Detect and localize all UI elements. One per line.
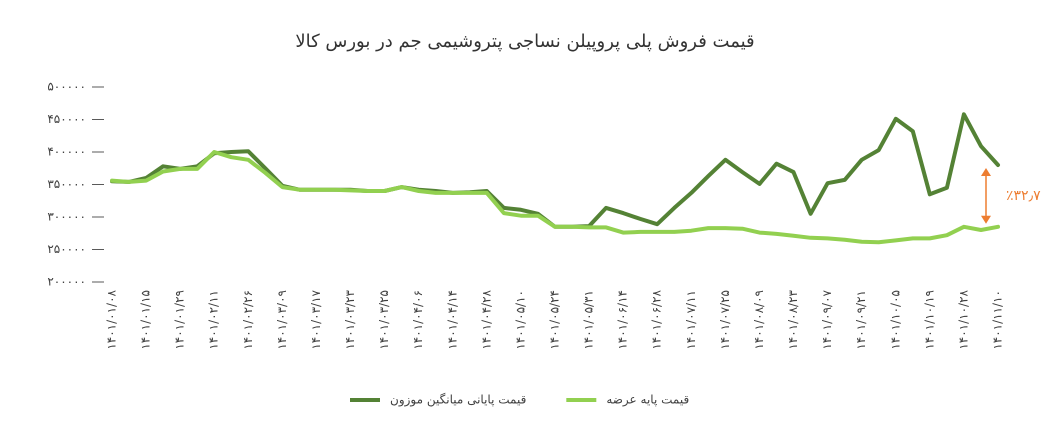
x-tick-label: ۱۴۰۱/۰۱/۰۸ [105, 289, 119, 349]
series-line [110, 112, 1000, 229]
x-tick-label: ۱۴۰۱/۱۱/۱۰ [991, 290, 1005, 350]
x-tick-label: ۱۴۰۱/۱۰/۰۵ [888, 290, 902, 350]
x-tick-label: ۱۴۰۱/۰۳/۲۳ [343, 289, 357, 349]
x-tick-label: ۱۴۰۱/۰۷/۲۵ [718, 290, 732, 350]
series-line [110, 150, 1000, 245]
chart-title: قیمت فروش پلی پروپیلن نساجی پتروشیمی جم … [295, 31, 754, 52]
x-tick-label: ۱۴۰۱/۰۷/۱۱ [684, 290, 698, 350]
x-tick-label: ۱۴۰۱/۰۴/۲۸ [479, 289, 493, 349]
x-tick-label: ۱۴۰۱/۰۹/۲۱ [854, 290, 868, 350]
x-tick-label: ۱۴۰۱/۰۲/۲۶ [241, 290, 255, 350]
y-tick-label: ۴۰۰۰۰۰ [47, 145, 86, 159]
arrow-head [981, 168, 991, 176]
y-tick-label: ۵۰۰۰۰۰ [47, 80, 86, 94]
x-tick-label: ۱۴۰۱/۰۶/۱۴ [616, 290, 630, 350]
x-tick-label: ۱۴۰۱/۰۶/۲۸ [650, 289, 664, 349]
x-tick-label: ۱۴۰۱/۰۱/۲۹ [173, 290, 187, 350]
x-tick-label: ۱۴۰۱/۱۰/۲۸ [956, 289, 970, 349]
y-tick-label: ۳۵۰۰۰۰ [47, 177, 86, 191]
x-tick-label: ۱۴۰۱/۰۵/۲۴ [548, 290, 562, 350]
x-tick-label: ۱۴۰۱/۰۵/۳۱ [582, 290, 596, 350]
x-tick-label: ۱۴۰۱/۱۰/۱۹ [922, 290, 936, 350]
annotation: ٪۳۲٫۷ [1006, 188, 1041, 204]
x-tick-label: ۱۴۰۱/۰۸/۲۳ [786, 289, 800, 349]
x-tick-label: ۱۴۰۱/۰۵/۱۰ [513, 290, 527, 350]
x-tick-label: ۱۴۰۱/۰۸/۰۹ [752, 290, 766, 350]
x-tick-label: ۱۴۰۱/۰۳/۰۹ [275, 290, 289, 350]
x-tick-label: ۱۴۰۱/۰۱/۱۵ [139, 290, 153, 350]
legend-label: قیمت پایانی میانگین موزون [390, 393, 526, 408]
x-tick-label: ۱۴۰۱/۰۲/۱۱ [207, 290, 221, 350]
x-tick-label: ۱۴۰۱/۰۳/۲۵ [377, 290, 391, 350]
legend-label: قیمت پایه عرضه [606, 393, 689, 408]
x-tick-label: ۱۴۰۱/۰۴/۱۴ [445, 290, 459, 350]
x-tick-label: ۱۴۰۱/۰۹/۰۷ [820, 289, 834, 349]
arrow-head [981, 215, 991, 224]
x-tick-label: ۱۴۰۱/۰۴/۰۶ [411, 290, 425, 350]
x-tick-label: ۱۴۰۱/۰۳/۱۷ [309, 289, 323, 349]
y-tick-label: ۳۰۰۰۰۰ [47, 210, 86, 224]
y-tick-label: ۴۵۰۰۰۰ [47, 112, 86, 126]
y-tick-label: ۲۰۰۰۰۰ [47, 275, 86, 289]
y-tick-label: ۲۵۰۰۰۰ [47, 242, 86, 256]
